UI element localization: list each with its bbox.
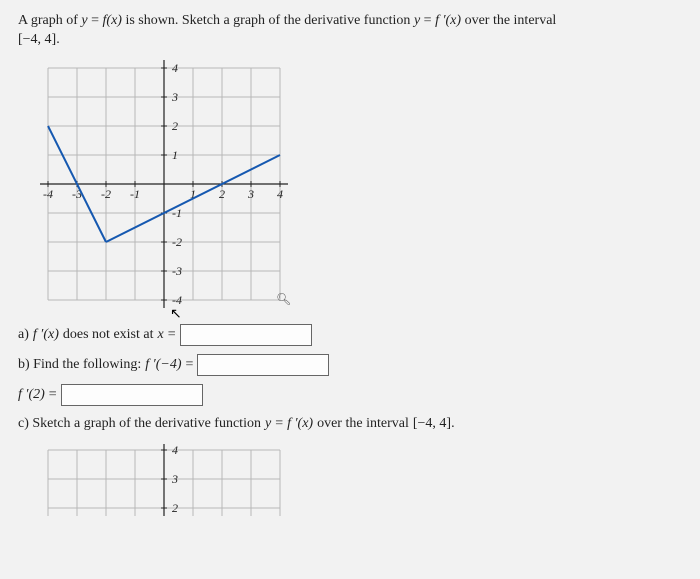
svg-text:-1: -1 (130, 187, 140, 201)
chart-f-svg: -4-3-2-11234-4-3-2-11234 (24, 56, 324, 316)
qa-b-expr: f ′(−4) (145, 357, 181, 373)
question-prompt: A graph of y = f(x) is shown. Sketch a g… (18, 12, 682, 50)
svg-text:3: 3 (171, 472, 178, 486)
svg-text:-3: -3 (172, 264, 182, 278)
prompt-eq1-eq: = (88, 13, 103, 28)
prompt-mid: is shown. Sketch a graph of the derivati… (125, 13, 413, 28)
svg-text:2: 2 (172, 119, 178, 133)
svg-text:3: 3 (171, 90, 178, 104)
svg-text:-4: -4 (172, 293, 182, 307)
svg-text:1: 1 (172, 148, 178, 162)
chart-f: -4-3-2-11234-4-3-2-11234 🔍︎ ↖ (24, 56, 682, 316)
chart-fprime-svg: 4 3 2 (24, 438, 324, 516)
prompt-eq2-eq: = (420, 13, 435, 28)
svg-text:4: 4 (172, 443, 178, 457)
qa-c-lhs: f ′(2) (18, 387, 45, 403)
qa-d-lhs: y (265, 416, 271, 432)
qa-d-rhs: f ′(x) (287, 416, 313, 432)
qa-b-eq: = (186, 357, 194, 373)
answer-box-c[interactable] (61, 384, 203, 406)
qa-a-var: x (158, 327, 164, 343)
svg-text:4: 4 (277, 187, 283, 201)
qa-d-post: over the interval (317, 416, 409, 432)
svg-text:2: 2 (219, 187, 225, 201)
qa-d-pre: c) Sketch a graph of the derivative func… (18, 416, 261, 432)
qa-d-eq: = (275, 416, 283, 432)
page: A graph of y = f(x) is shown. Sketch a g… (0, 0, 700, 579)
prompt-interval: [−4, 4]. (18, 32, 60, 47)
qa-a-eq: = (168, 327, 176, 343)
question-a: a) f ′(x) does not exist at x = (18, 324, 682, 346)
svg-text:-4: -4 (43, 187, 53, 201)
svg-text:2: 2 (172, 501, 178, 515)
svg-text:4: 4 (172, 61, 178, 75)
question-b2: f ′(2) = (18, 384, 682, 406)
chart-fprime: 4 3 2 (24, 438, 682, 516)
qa-d-interval: [−4, 4]. (413, 416, 455, 432)
svg-text:-2: -2 (172, 235, 182, 249)
question-b: b) Find the following: f ′(−4) = (18, 354, 682, 376)
answer-box-b[interactable] (197, 354, 329, 376)
svg-text:-2: -2 (101, 187, 111, 201)
qa-a-mid: does not exist at (63, 327, 154, 343)
prompt-text: A graph of (18, 13, 81, 28)
svg-text:3: 3 (247, 187, 254, 201)
prompt-eq2-rhs: f ′(x) (435, 13, 461, 28)
question-c: c) Sketch a graph of the derivative func… (18, 416, 682, 432)
prompt-post: over the interval (465, 13, 557, 28)
qa-a-fprime: f ′(x) (33, 327, 59, 343)
qa-c-eq: = (49, 387, 57, 403)
qa-b-pre: b) Find the following: (18, 357, 141, 373)
answer-box-a[interactable] (180, 324, 312, 346)
qa-a-pre: a) (18, 327, 29, 343)
prompt-eq1-rhs: f(x) (103, 13, 122, 28)
